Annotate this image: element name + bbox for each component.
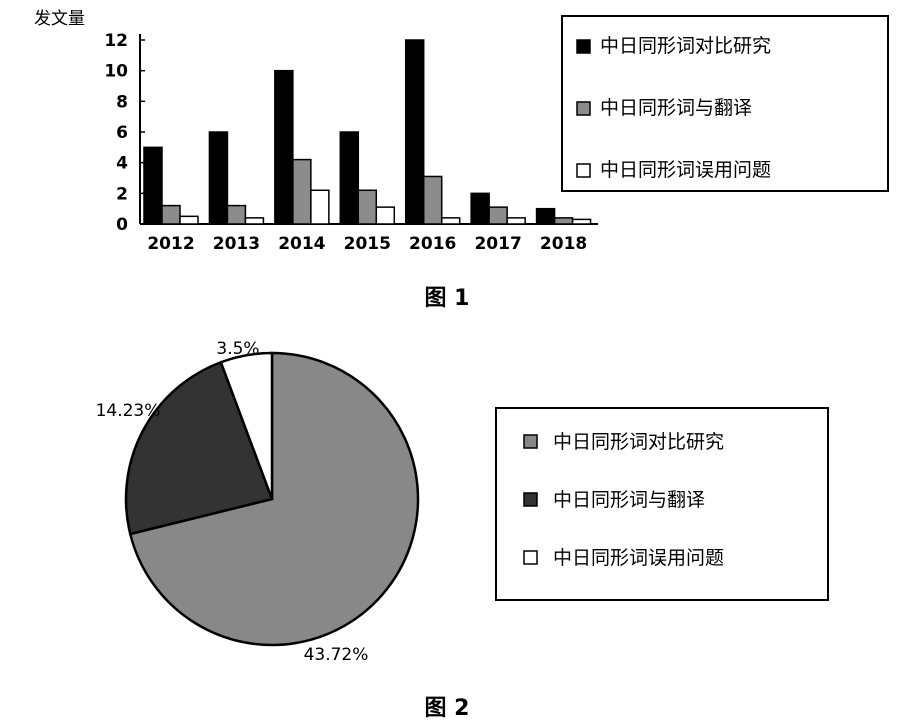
bar-chart: 发文量 0 2 4 6 8 10 12 2012 2013 2014 2015 2016 2017 2018 xyxy=(34,9,598,254)
bar-2018-series-3 xyxy=(571,218,592,225)
bar-2015-series-2 xyxy=(357,189,378,225)
y-tick-label: 10 xyxy=(104,62,128,82)
legend-swatch xyxy=(576,39,591,54)
x-tick-label: 2018 xyxy=(540,234,587,254)
bar-2012-series-1 xyxy=(143,146,163,225)
pie-slice-2 xyxy=(124,360,274,536)
y-tick-label: 6 xyxy=(116,123,128,143)
figure-2-caption: 图 2 xyxy=(425,696,470,721)
y-tick-label: 0 xyxy=(116,215,128,235)
legend-label: 中日同形词对比研究 xyxy=(600,35,771,57)
legend-swatch xyxy=(523,550,538,565)
x-tick-label: 2016 xyxy=(409,234,456,254)
bar-2014-series-1 xyxy=(274,69,294,225)
legend-box xyxy=(495,407,829,601)
pie-slice-label: 3.5% xyxy=(216,339,259,359)
pie-chart: 43.72% 14.23% 3.5% xyxy=(96,339,420,665)
bar-2018-series-2 xyxy=(553,217,574,225)
bar-2013-series-2 xyxy=(226,204,247,225)
pie-slice-1 xyxy=(128,351,420,647)
legend-label: 中日同形词与翻译 xyxy=(600,97,752,119)
bar-2016-series-1 xyxy=(404,39,425,225)
x-tick-label: 2015 xyxy=(344,234,391,254)
bar-2014-series-2 xyxy=(292,158,312,225)
legend-label: 中日同形词误用问题 xyxy=(553,547,724,569)
bar-2012-series-3 xyxy=(179,215,199,225)
x-tick-label: 2012 xyxy=(147,234,194,254)
bar-2013-series-1 xyxy=(208,131,229,225)
y-tick-label: 2 xyxy=(116,184,128,204)
legend-swatch xyxy=(523,434,538,449)
y-tick-label: 12 xyxy=(104,31,128,51)
legend-label: 中日同形词误用问题 xyxy=(600,159,771,181)
bar-2015-series-3 xyxy=(375,206,396,225)
bar-2018-series-1 xyxy=(535,207,556,225)
bar-2017-series-3 xyxy=(506,217,526,225)
pie-slice-3 xyxy=(219,351,274,500)
x-tick-label: 2013 xyxy=(213,234,260,254)
bar-2016-series-2 xyxy=(422,175,443,225)
x-tick-label: 2014 xyxy=(278,234,325,254)
legend-label: 中日同形词对比研究 xyxy=(553,431,724,453)
legend-swatch xyxy=(523,492,538,507)
bar-2013-series-3 xyxy=(244,217,265,225)
x-tick-label: 2017 xyxy=(474,234,521,254)
pie-slice-label: 14.23% xyxy=(96,401,161,421)
legend-box xyxy=(561,15,889,192)
bar-2014-series-3 xyxy=(310,189,330,225)
bar-2015-series-1 xyxy=(339,131,360,225)
bar-2017-series-1 xyxy=(470,192,490,225)
y-tick-label: 8 xyxy=(116,92,128,112)
legend-swatch xyxy=(576,163,591,178)
legend-swatch xyxy=(576,101,591,116)
pie-slice-label: 43.72% xyxy=(304,645,369,665)
legend-label: 中日同形词与翻译 xyxy=(553,489,705,511)
bar-2017-series-2 xyxy=(488,206,508,225)
bar-2016-series-3 xyxy=(440,217,461,225)
bar-2012-series-2 xyxy=(161,204,181,225)
y-tick-label: 4 xyxy=(116,154,128,174)
y-axis-label: 发文量 xyxy=(34,9,85,29)
figure-1-caption: 图 1 xyxy=(425,286,470,311)
